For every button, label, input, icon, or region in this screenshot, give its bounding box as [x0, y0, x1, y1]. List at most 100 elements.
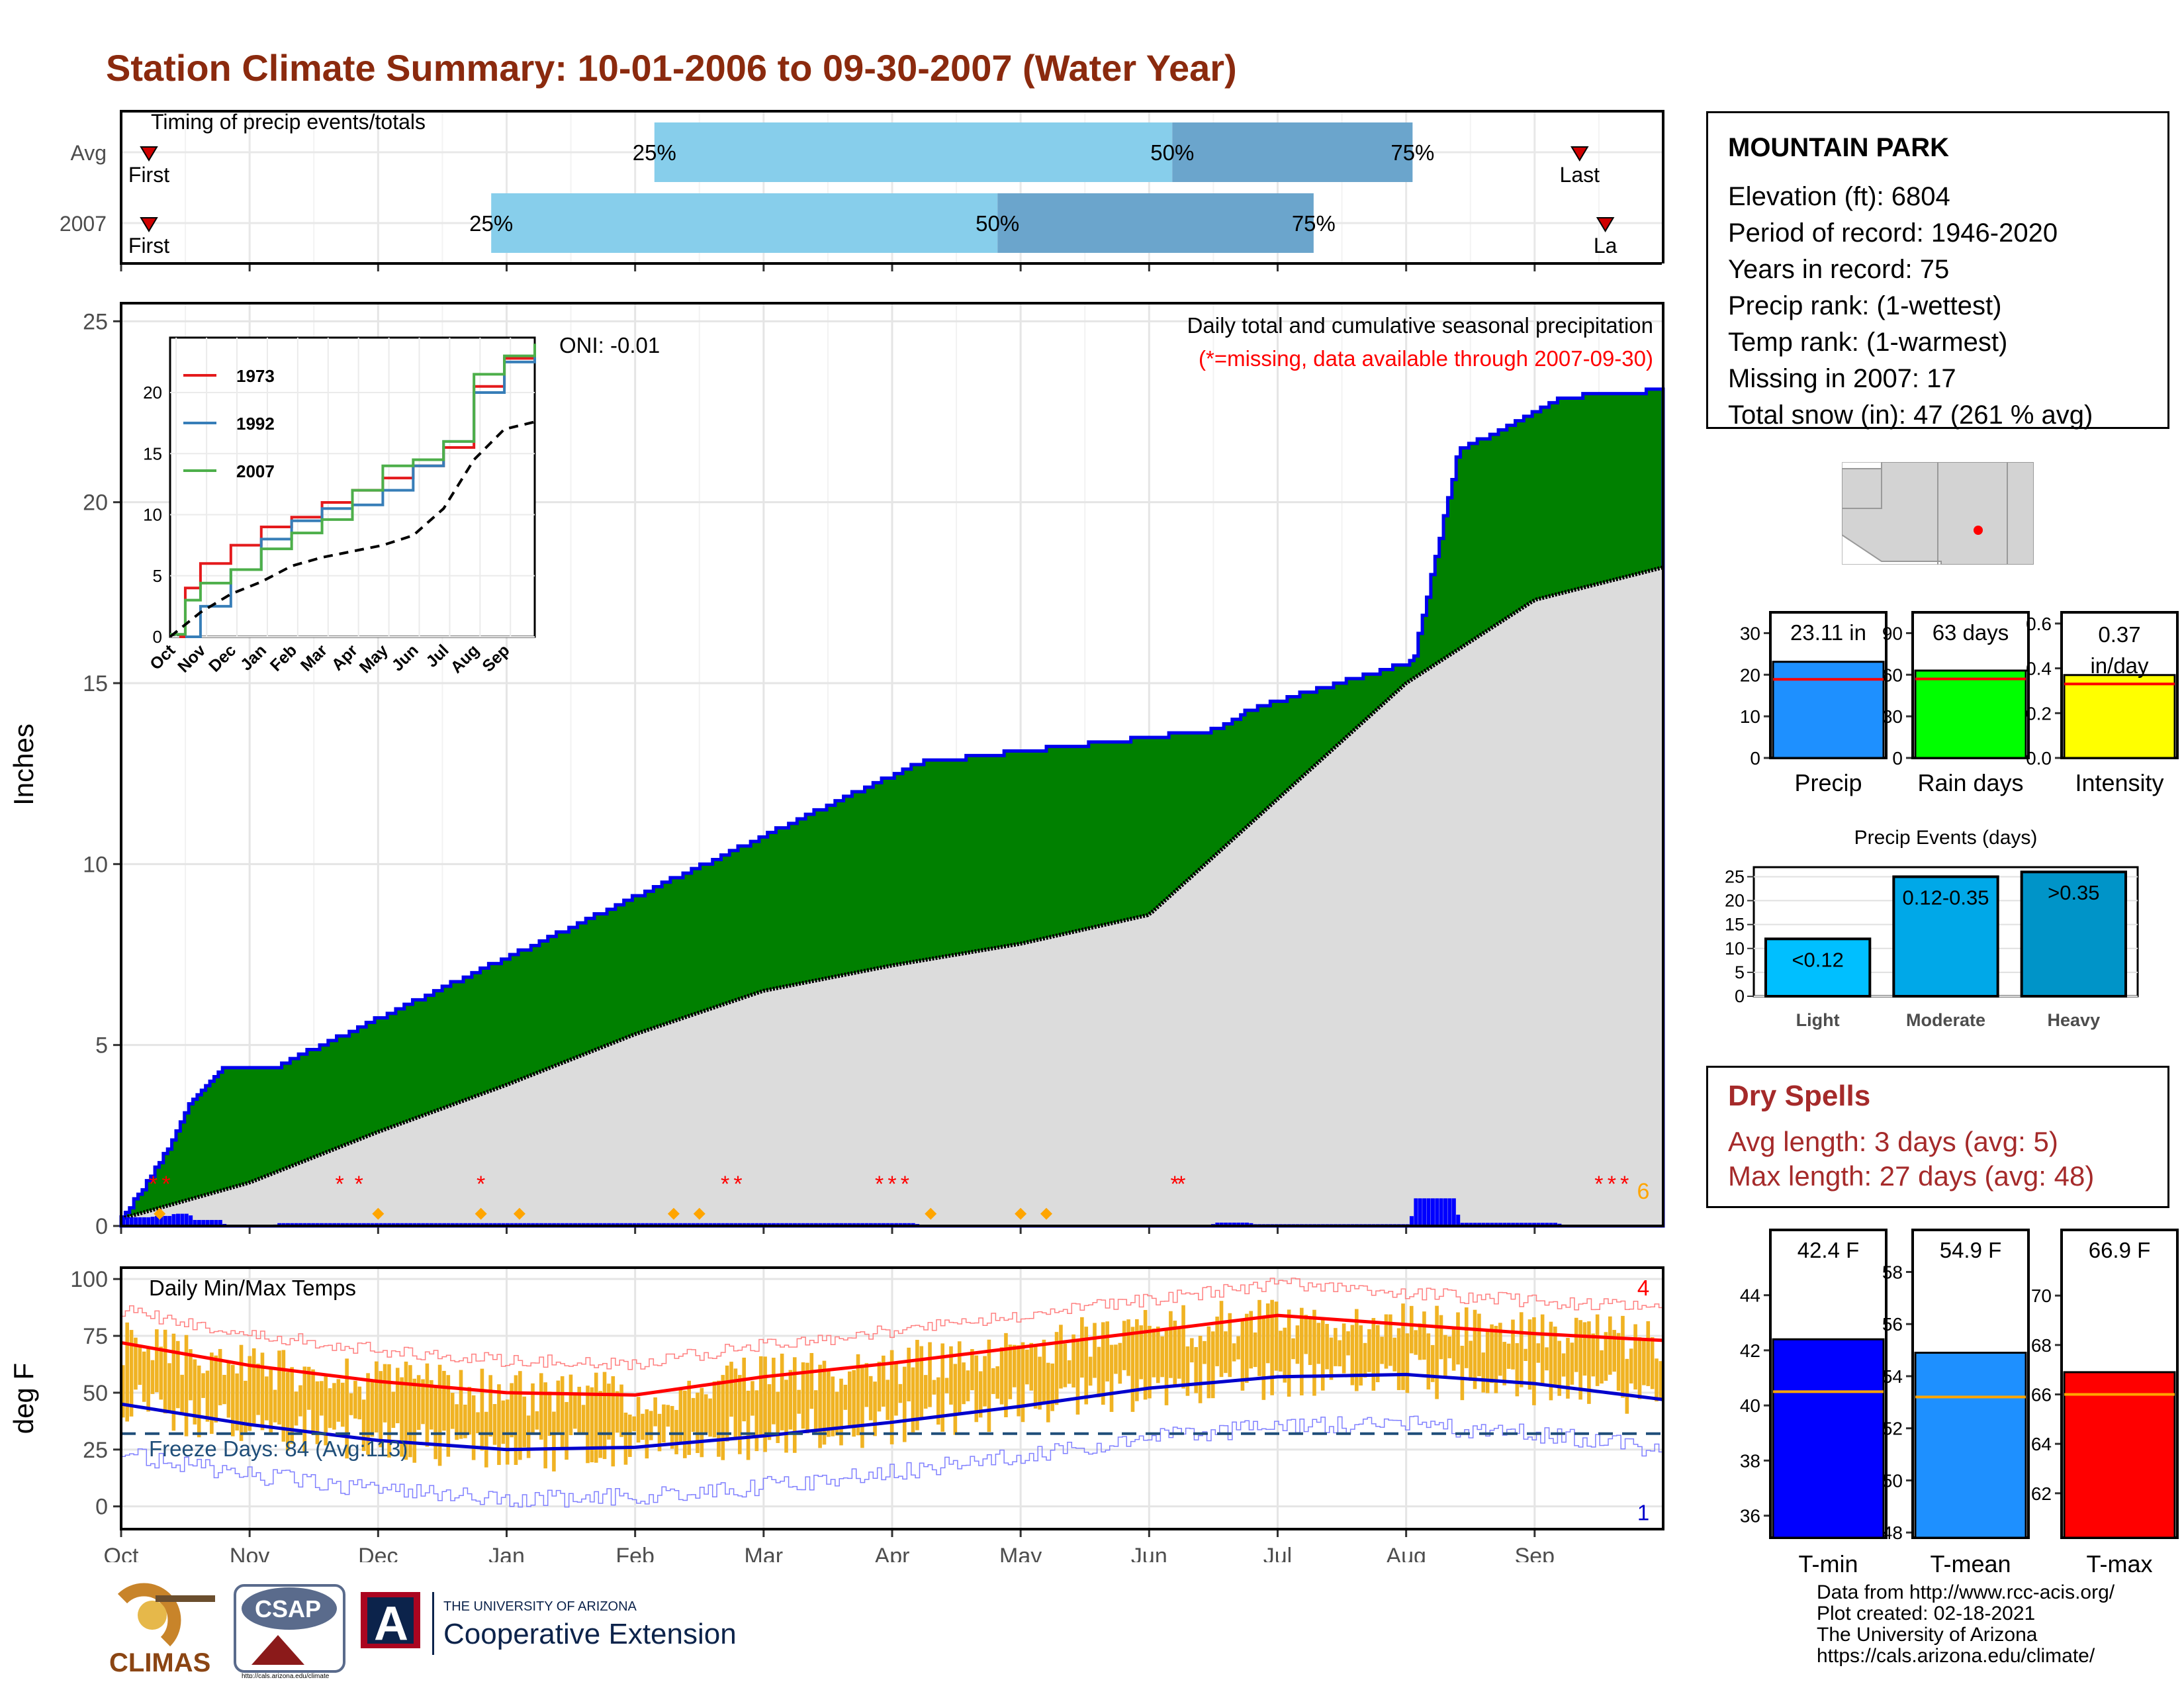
daily-precip-bar	[1502, 1223, 1507, 1226]
daily-temp-bar	[1291, 1338, 1295, 1360]
daily-precip-bar	[852, 1223, 856, 1226]
daily-temp-bar	[598, 1391, 602, 1458]
temp-y-tick-label: 100	[70, 1267, 108, 1292]
missing-marker: *	[1608, 1172, 1616, 1197]
daily-precip-bar	[636, 1223, 641, 1226]
daily-precip-bar	[175, 1213, 180, 1226]
temp-summary-value-label: 54.9 F	[1940, 1238, 2002, 1262]
daily-temp-bar	[1283, 1327, 1287, 1383]
daily-precip-bar	[882, 1223, 886, 1226]
temp-summary-tick-label: 54	[1882, 1366, 1903, 1387]
daily-precip-bar	[442, 1223, 447, 1226]
daily-precip-bar	[700, 1223, 704, 1226]
daily-temp-bar	[1210, 1331, 1215, 1399]
daily-precip-bar	[733, 1223, 738, 1226]
missing-marker: *	[355, 1172, 363, 1197]
daily-precip-bar	[218, 1219, 222, 1226]
temp-summary-tick-label: 38	[1740, 1450, 1760, 1471]
y-tick-label: 0	[95, 1214, 108, 1239]
daily-temp-bar	[269, 1367, 273, 1434]
daily-precip-bar	[1460, 1223, 1465, 1226]
daily-precip-bar	[666, 1223, 670, 1226]
daily-temp-bar	[404, 1361, 408, 1460]
daily-precip-bar	[1430, 1198, 1435, 1226]
daily-temp-bar	[484, 1411, 488, 1468]
daily-temp-bar	[1637, 1337, 1642, 1399]
events-category-label: Light	[1796, 1010, 1840, 1030]
daily-temp-bar	[1350, 1325, 1355, 1385]
daily-temp-bar	[256, 1364, 260, 1415]
daily-temp-bar	[497, 1384, 501, 1466]
location-map	[1842, 462, 2034, 565]
daily-precip-bar	[1515, 1223, 1520, 1226]
record-high-count: 4	[1637, 1276, 1649, 1300]
daily-temp-bar	[1384, 1314, 1388, 1369]
daily-temp-bar	[1017, 1345, 1021, 1417]
daily-temp-bar	[573, 1393, 577, 1429]
daily-temp-bar	[1608, 1316, 1612, 1375]
missing-marker: *	[721, 1172, 729, 1197]
daily-temp-bar	[674, 1409, 678, 1454]
daily-temp-bar	[784, 1380, 788, 1453]
daily-temp-bar	[1642, 1338, 1646, 1385]
missing-marker: *	[1177, 1172, 1185, 1197]
daily-temp-bar	[1502, 1342, 1507, 1385]
temp-y-tick-label: 50	[83, 1381, 108, 1406]
daily-temp-bar	[1578, 1320, 1582, 1400]
daily-temp-bar	[1088, 1356, 1093, 1386]
daily-temp-bar	[847, 1371, 852, 1426]
daily-precip-bar	[902, 1223, 907, 1226]
daily-temp-bar	[754, 1390, 759, 1452]
daily-temp-bar	[1422, 1311, 1426, 1360]
month-label: Feb	[615, 1544, 655, 1562]
avg-min-temp-line	[120, 1372, 1664, 1452]
first-marker	[140, 217, 158, 232]
daily-temp-bar	[1650, 1337, 1655, 1389]
daily-temp-bar	[860, 1364, 864, 1448]
station-name: MOUNTAIN PARK	[1728, 133, 1950, 162]
inset-tick-label: 5	[153, 566, 162, 586]
summary-value-bar	[1914, 669, 2027, 759]
daily-temp-bar	[134, 1337, 138, 1390]
daily-precip-bar	[696, 1223, 700, 1226]
daily-temp-bar	[531, 1383, 535, 1433]
daily-temp-bar	[1473, 1309, 1477, 1389]
temp-summary-tick-label: 64	[2031, 1434, 2052, 1454]
daily-temp-bar	[193, 1359, 197, 1425]
daily-temp-bar	[696, 1392, 700, 1454]
daily-temp-bar	[197, 1365, 201, 1438]
daily-precip-bar	[353, 1223, 358, 1226]
daily-temp-bar	[991, 1368, 995, 1394]
events-bar-label: <0.12	[1792, 948, 1843, 971]
daily-temp-bar	[400, 1377, 404, 1457]
summary-value-bar	[1772, 661, 1885, 759]
daily-temp-bar	[1050, 1363, 1054, 1411]
daily-precip-bar	[877, 1223, 882, 1226]
daily-precip-bar	[455, 1223, 459, 1226]
daily-precip-bar	[285, 1223, 290, 1226]
daily-temp-bar	[889, 1350, 894, 1444]
daily-temp-bar	[539, 1373, 543, 1440]
inset-tick-label: 15	[143, 444, 162, 463]
daily-temp-bar	[1245, 1313, 1249, 1383]
period-text: Period of record: 1946-2020	[1728, 218, 2058, 248]
daily-precip-bar	[687, 1223, 692, 1226]
daily-temp-bar	[277, 1350, 281, 1425]
snow-marker	[925, 1207, 937, 1220]
events-bar	[1764, 937, 1872, 998]
timing-row-label: Avg	[70, 141, 107, 165]
daily-temp-bar	[1355, 1309, 1359, 1391]
daily-temp-bar	[729, 1362, 733, 1417]
daily-temp-bar	[1274, 1301, 1279, 1371]
daily-precip-bar	[1435, 1198, 1439, 1226]
daily-temp-bar	[379, 1371, 383, 1448]
daily-temp-bar	[155, 1329, 159, 1393]
daily-temp-bar	[421, 1379, 425, 1425]
daily-temp-bar	[1380, 1336, 1384, 1364]
daily-precip-bar	[1219, 1222, 1224, 1226]
daily-temp-bar	[1477, 1313, 1481, 1377]
daily-precip-bar	[180, 1213, 185, 1226]
daily-precip-bar	[476, 1223, 480, 1226]
daily-temp-bar	[1566, 1337, 1570, 1399]
daily-temp-bar	[882, 1355, 886, 1407]
